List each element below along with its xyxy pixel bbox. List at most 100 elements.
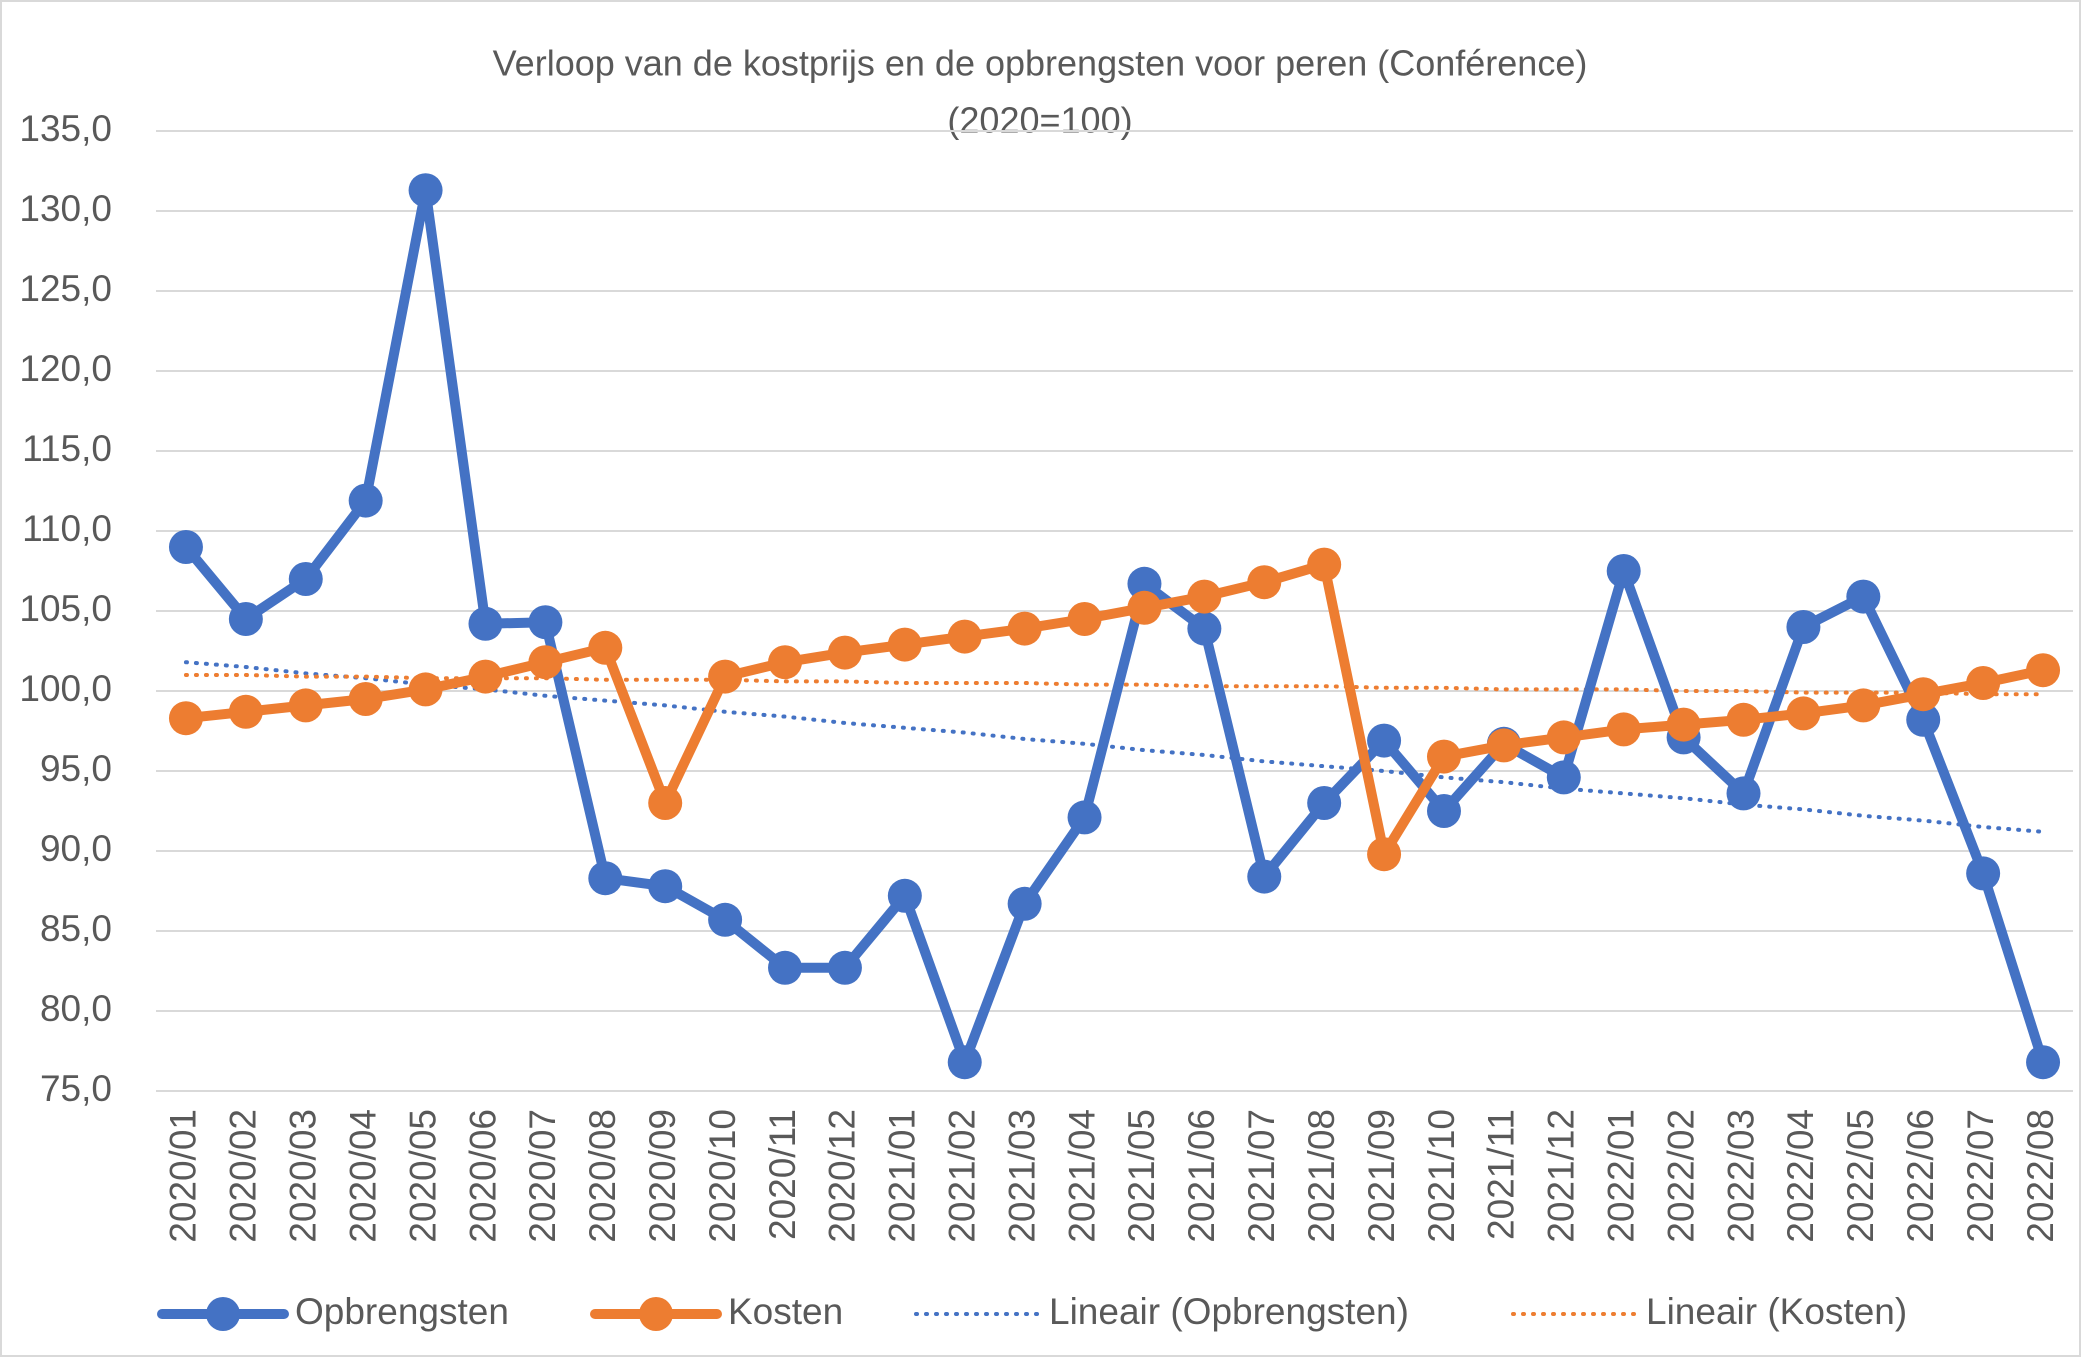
y-tick-label: 135,0 <box>19 108 112 149</box>
y-tick-label: 85,0 <box>40 908 112 949</box>
x-tick-label: 2020/01 <box>163 1109 204 1243</box>
x-tick-label: 2020/12 <box>822 1109 863 1243</box>
data-point <box>1966 856 2001 891</box>
x-tick-label: 2022/03 <box>1720 1109 1761 1243</box>
x-tick-label: 2020/11 <box>762 1109 803 1240</box>
data-point <box>288 562 323 596</box>
x-tick-label: 2020/10 <box>702 1109 743 1243</box>
x-tick-label: 2022/04 <box>1780 1109 1821 1243</box>
data-point <box>408 672 443 707</box>
x-tick-label: 2021/08 <box>1301 1109 1342 1243</box>
y-tick-label: 110,0 <box>22 508 112 549</box>
data-point <box>887 878 922 913</box>
data-point <box>1426 794 1461 828</box>
x-tick-label: 2020/04 <box>342 1109 383 1243</box>
data-point <box>1127 590 1162 625</box>
data-point <box>1426 739 1461 774</box>
data-point <box>708 659 743 694</box>
chart-title: Verloop van de kostprijs en de opbrengst… <box>493 43 1588 84</box>
x-tick-label: 2022/01 <box>1600 1109 1641 1243</box>
x-tick-label: 2021/10 <box>1421 1109 1462 1243</box>
data-point <box>1546 760 1581 795</box>
x-tick-label: 2022/08 <box>2020 1109 2061 1243</box>
data-point <box>228 602 263 636</box>
data-point <box>1187 579 1222 614</box>
x-tick-label: 2020/09 <box>642 1109 683 1243</box>
data-point <box>1906 677 1941 712</box>
data-point <box>648 869 683 904</box>
data-point <box>1007 886 1042 921</box>
data-point <box>168 530 203 564</box>
chart-subtitle: (2020=100) <box>947 100 1132 141</box>
data-point <box>348 682 383 716</box>
y-tick-label: 130,0 <box>19 188 112 229</box>
y-tick-label: 125,0 <box>19 268 112 309</box>
y-tick-label: 90,0 <box>40 828 112 869</box>
data-point <box>288 688 323 723</box>
data-point <box>1786 610 1821 644</box>
data-point <box>1247 859 1282 894</box>
y-tick-label: 115,0 <box>22 428 112 469</box>
data-point <box>1726 702 1761 737</box>
legend-marker <box>206 1297 240 1331</box>
data-point <box>768 950 803 985</box>
x-tick-label: 2021/03 <box>1001 1109 1042 1243</box>
x-tick-label: 2022/05 <box>1840 1109 1881 1243</box>
x-tick-label: 2021/09 <box>1361 1109 1402 1243</box>
data-point <box>1546 720 1581 755</box>
data-point <box>588 630 623 665</box>
y-tick-label: 95,0 <box>40 748 112 789</box>
data-point <box>1187 611 1222 646</box>
data-point <box>648 786 683 820</box>
x-tick-label: 2021/02 <box>942 1109 983 1243</box>
data-point <box>1247 565 1282 600</box>
data-point <box>1486 728 1521 763</box>
data-point <box>1307 786 1342 820</box>
data-point <box>168 701 203 736</box>
x-tick-label: 2021/11 <box>1481 1109 1522 1240</box>
data-point <box>1067 800 1102 835</box>
data-point <box>1007 611 1042 646</box>
data-point <box>228 694 263 729</box>
data-point <box>1786 696 1821 731</box>
data-point <box>1966 666 2001 700</box>
data-point <box>768 645 803 680</box>
x-tick-label: 2022/06 <box>1900 1109 1941 1243</box>
y-tick-label: 100,0 <box>19 668 112 709</box>
data-point <box>1307 547 1342 582</box>
data-point <box>528 645 563 680</box>
data-point <box>1846 579 1881 614</box>
x-tick-label: 2021/01 <box>882 1109 923 1243</box>
x-tick-label: 2021/04 <box>1061 1109 1102 1243</box>
data-point <box>947 1045 982 1080</box>
data-point <box>2026 653 2061 688</box>
data-point <box>1606 554 1641 588</box>
data-point <box>588 861 623 896</box>
x-tick-label: 2021/12 <box>1541 1109 1582 1243</box>
x-tick-label: 2020/06 <box>462 1109 503 1243</box>
trend-line <box>183 660 2046 834</box>
y-tick-label: 120,0 <box>19 348 112 389</box>
data-point <box>1666 707 1701 742</box>
x-tick-label: 2020/02 <box>223 1109 264 1243</box>
data-point <box>827 635 862 670</box>
y-tick-label: 80,0 <box>40 988 112 1029</box>
x-tick-label: 2022/07 <box>1960 1109 2001 1243</box>
data-point <box>1906 702 1941 737</box>
data-point <box>1367 723 1402 758</box>
data-point <box>1127 566 1162 601</box>
x-tick-label: 2020/08 <box>582 1109 623 1243</box>
x-tick-label: 2022/02 <box>1660 1109 1701 1243</box>
data-point <box>468 606 503 641</box>
data-point <box>1067 602 1102 636</box>
data-point <box>1606 712 1641 747</box>
x-tick-label: 2021/06 <box>1181 1109 1222 1243</box>
x-tick-label: 2021/07 <box>1241 1109 1282 1243</box>
y-tick-label: 75,0 <box>40 1068 112 1109</box>
x-tick-label: 2020/07 <box>522 1109 563 1243</box>
y-tick-label: 105,0 <box>19 588 112 629</box>
legend-label: Lineair (Opbrengsten) <box>1049 1291 1409 1332</box>
legend-marker <box>639 1297 673 1331</box>
data-point <box>528 605 563 640</box>
